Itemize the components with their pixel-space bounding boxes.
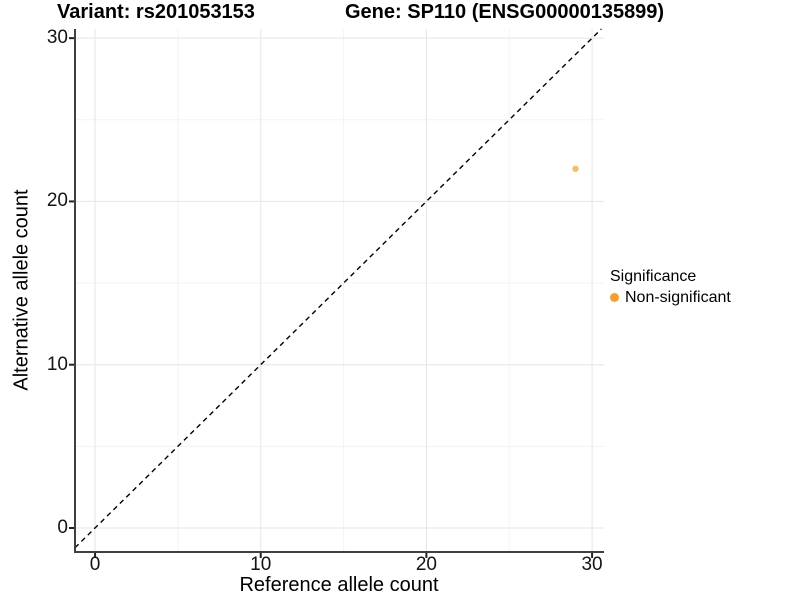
- legend: Significance Non-significant: [610, 267, 731, 308]
- variant-title: Variant: rs201053153: [57, 1, 255, 23]
- y-tick-label: 0: [57, 516, 68, 538]
- identity-dashed-line: [74, 28, 602, 549]
- legend-title: Significance: [610, 268, 697, 285]
- y-tick-label: 30: [46, 27, 68, 49]
- gene-title: Gene: SP110 (ENSG00000135899): [345, 1, 665, 23]
- x-tick-label: 30: [581, 554, 603, 575]
- y-axis-title: Alternative allele count: [10, 189, 33, 391]
- x-tick-label: 20: [415, 554, 437, 575]
- x-axis-title: Reference allele count: [239, 574, 439, 596]
- x-tick-label: 0: [89, 554, 101, 575]
- legend-point-icon: [610, 293, 619, 302]
- legend-item-label: Non-significant: [625, 288, 731, 306]
- data-point: [572, 165, 579, 172]
- y-tick-label: 10: [46, 353, 68, 375]
- x-tick-label: 10: [250, 554, 272, 575]
- y-tick-label: 20: [46, 190, 68, 212]
- legend-item: Non-significant: [610, 287, 731, 308]
- legend-items: Non-significant: [610, 287, 731, 308]
